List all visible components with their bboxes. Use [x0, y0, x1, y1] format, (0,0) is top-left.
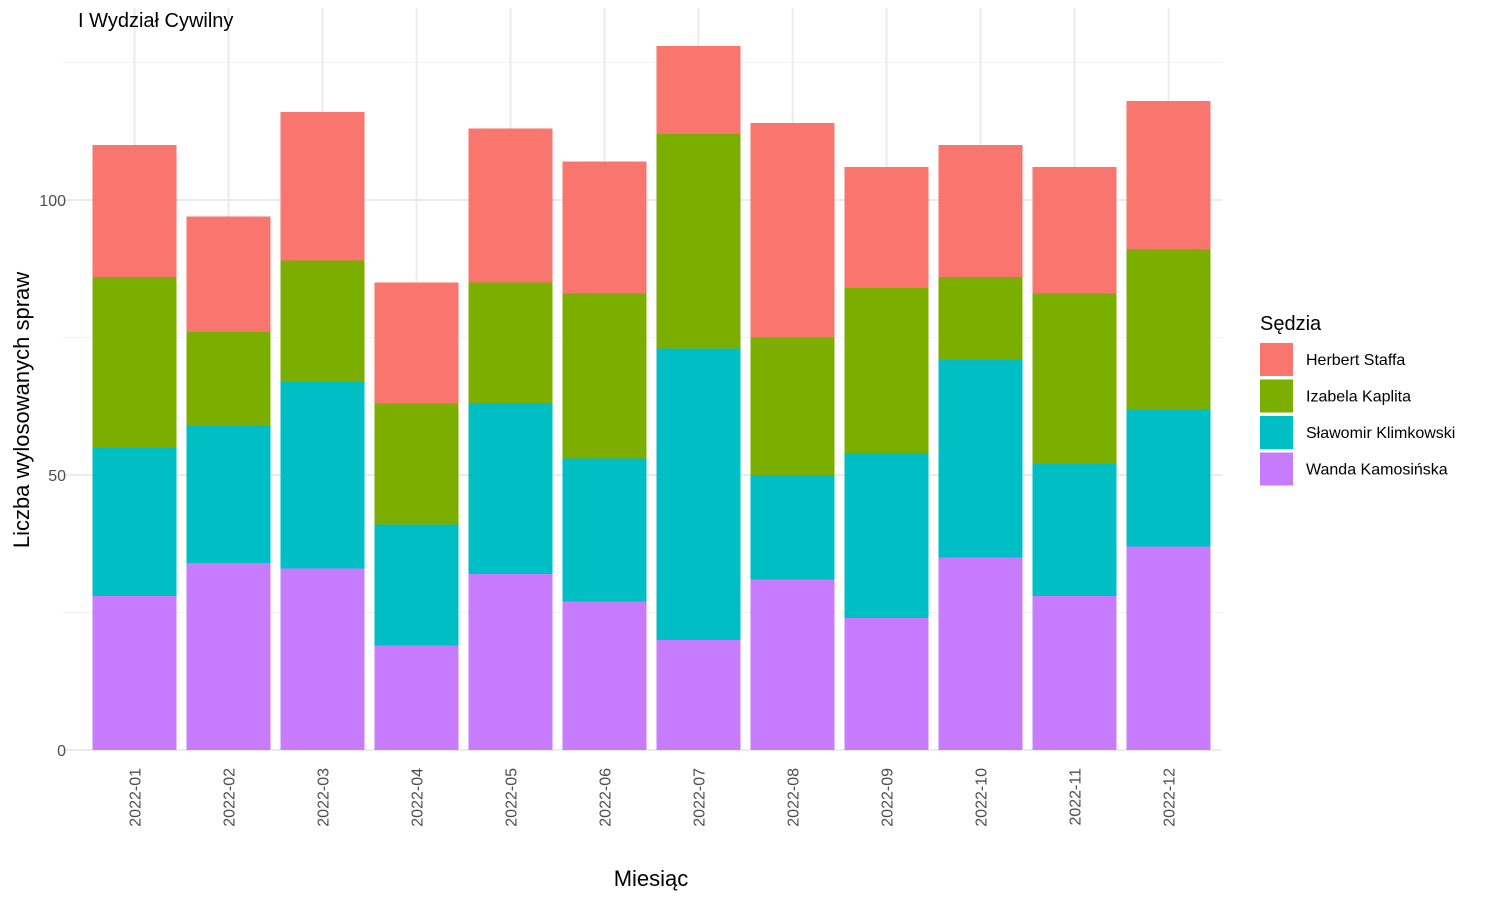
y-axis-title: Liczba wylosowanych spraw	[9, 272, 34, 548]
bar-segment-2022-12-1	[1126, 409, 1211, 547]
bar-segment-2022-12-0	[1126, 546, 1211, 750]
bar-segment-2022-04-1	[374, 524, 459, 646]
bar-segment-2022-09-3	[844, 167, 929, 288]
bar-segment-2022-10-1	[938, 359, 1023, 558]
bar-segment-2022-10-3	[938, 145, 1023, 277]
bar-segment-2022-06-0	[562, 601, 647, 750]
chart-title: I Wydział Cywilny	[78, 10, 233, 32]
x-tick-label: 2022-12	[1162, 768, 1179, 827]
bar-segment-2022-10-2	[938, 277, 1023, 360]
bar-segment-2022-12-2	[1126, 249, 1211, 409]
bar-segment-2022-07-2	[656, 134, 741, 349]
bar-segment-2022-02-2	[186, 332, 271, 426]
bar-segment-2022-05-3	[468, 128, 553, 283]
bar-segment-2022-02-0	[186, 563, 271, 750]
bar-segment-2022-09-2	[844, 288, 929, 453]
bar-segment-2022-08-0	[750, 579, 835, 750]
bar-segment-2022-01-3	[92, 145, 177, 277]
bar-segment-2022-02-3	[186, 216, 271, 332]
bar-segment-2022-03-2	[280, 260, 365, 382]
bar-segment-2022-05-1	[468, 403, 553, 574]
bar-segment-2022-11-3	[1032, 167, 1117, 294]
bar-segment-2022-11-0	[1032, 596, 1117, 750]
bar-segment-2022-08-2	[750, 337, 835, 475]
y-tick-label: 50	[48, 468, 66, 485]
bar-segment-2022-01-2	[92, 277, 177, 448]
legend: Sędzia Herbert Staffa Izabela Kaplita Sław…	[1260, 313, 1455, 486]
bar-segment-2022-02-1	[186, 425, 271, 563]
bar-segment-2022-07-3	[656, 46, 741, 134]
x-tick-label: 2022-03	[316, 768, 333, 827]
x-tick-label: 2022-05	[504, 768, 521, 827]
bar-segment-2022-08-3	[750, 123, 835, 338]
legend-title: Sędzia	[1260, 313, 1322, 335]
bar-segment-2022-11-2	[1032, 293, 1117, 464]
bar-segment-2022-06-1	[562, 458, 647, 602]
bar-segment-2022-09-0	[844, 618, 929, 750]
bars-layer	[92, 46, 1211, 750]
y-tick-label: 0	[57, 743, 66, 760]
legend-label-0: Herbert Staffa	[1306, 352, 1405, 369]
bar-segment-2022-03-1	[280, 381, 365, 569]
bar-segment-2022-07-0	[656, 640, 741, 750]
x-tick-label: 2022-06	[598, 768, 615, 827]
bar-segment-2022-12-3	[1126, 101, 1211, 250]
bar-segment-2022-05-2	[468, 282, 553, 404]
bar-segment-2022-01-0	[92, 596, 177, 750]
y-tick-label: 100	[39, 193, 66, 210]
legend-key-1	[1260, 379, 1293, 413]
bar-segment-2022-03-0	[280, 568, 365, 750]
bar-segment-2022-04-3	[374, 282, 459, 404]
bar-segment-2022-08-1	[750, 475, 835, 580]
bar-segment-2022-05-0	[468, 574, 553, 750]
legend-key-0	[1260, 343, 1293, 376]
bar-segment-2022-09-1	[844, 453, 929, 618]
x-tick-label: 2022-04	[410, 768, 427, 827]
bar-segment-2022-11-1	[1032, 464, 1117, 596]
bar-segment-2022-04-2	[374, 403, 459, 525]
bar-segment-2022-10-0	[938, 557, 1023, 750]
x-tick-label: 2022-11	[1068, 768, 1085, 826]
legend-key-3	[1260, 452, 1293, 486]
x-tick-label: 2022-09	[880, 768, 897, 827]
x-tick-label: 2022-02	[222, 768, 239, 827]
bar-segment-2022-06-2	[562, 293, 647, 459]
bar-segment-2022-03-3	[280, 112, 365, 261]
legend-label-1: Izabela Kaplita	[1306, 389, 1411, 406]
x-tick-label: 2022-07	[692, 768, 709, 827]
legend-label-3: Wanda Kamosińska	[1306, 462, 1448, 479]
x-axis-title: Miesiąc	[614, 866, 689, 891]
legend-label-2: Sławomir Klimkowski	[1306, 425, 1455, 442]
x-tick-label: 2022-08	[786, 768, 803, 827]
bar-segment-2022-06-3	[562, 161, 647, 294]
x-tick-label: 2022-01	[128, 768, 145, 827]
bar-segment-2022-01-1	[92, 447, 177, 596]
axis-layer: 0 50 100 2022-01 2022-02 2022-03 2022-04 2022-0…	[39, 193, 1178, 827]
bar-segment-2022-04-0	[374, 645, 459, 750]
bar-segment-2022-07-1	[656, 348, 741, 640]
legend-key-2	[1260, 416, 1293, 449]
x-tick-label: 2022-10	[974, 768, 991, 827]
